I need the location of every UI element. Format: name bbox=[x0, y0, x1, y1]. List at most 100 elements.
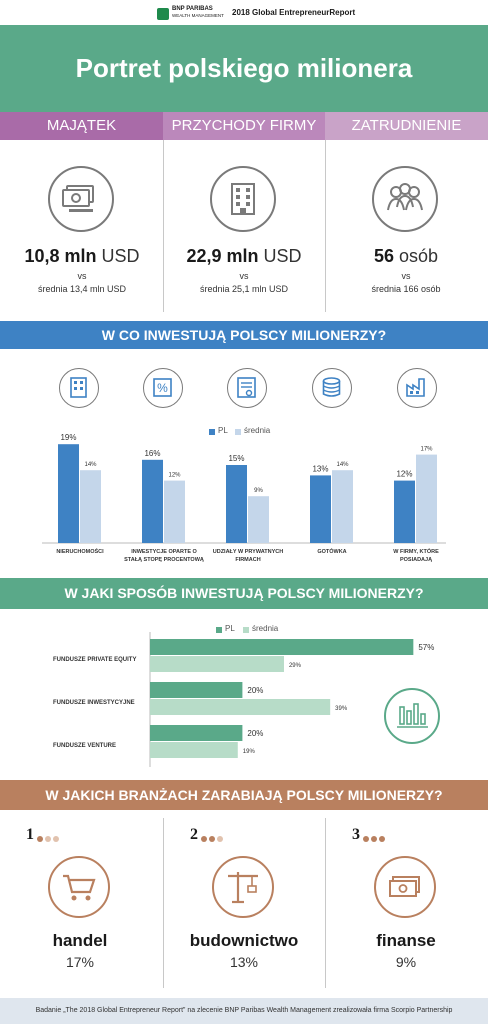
bar bbox=[80, 470, 101, 543]
investments-chart: 19% 14% NIERUCHOMOŚCI 16% 12% INWESTYCJE OPAR… bbox=[42, 433, 446, 563]
people-icon bbox=[372, 166, 438, 232]
avg-wealth: średnia 13,4 mln USD bbox=[37, 284, 127, 294]
rank-dot bbox=[217, 836, 223, 842]
legend-label-avg: średnia bbox=[252, 624, 279, 633]
data-label: 20% bbox=[247, 729, 263, 738]
category-label: FUNDUSZE VENTURE bbox=[53, 743, 116, 749]
bar bbox=[332, 470, 353, 543]
industries-heading: W JAKICH BRANŻACH ZARABIAJĄ POLSCY MILIO… bbox=[0, 780, 488, 810]
data-label: 20% bbox=[247, 686, 263, 695]
industry-name: finanse bbox=[376, 931, 436, 950]
svg-text:%: % bbox=[157, 381, 168, 395]
investments-heading: W CO INWESTUJĄ POLSCY MILIONERZY? bbox=[0, 321, 488, 349]
legend-label-pl: PL bbox=[225, 624, 235, 633]
stat-value-revenue: 22,9 mln USD bbox=[186, 246, 302, 266]
avg-revenue: średnia 25,1 mln USD bbox=[199, 284, 289, 294]
data-label: 12% bbox=[168, 473, 181, 479]
rank-dot bbox=[379, 836, 385, 842]
rank-dot bbox=[45, 836, 51, 842]
vs-label: vs bbox=[239, 271, 249, 281]
category-label: FUNDUSZE PRIVATE EQUITY bbox=[53, 657, 136, 663]
bar bbox=[164, 480, 185, 543]
report-title: 2018 Global EntrepreneurReport bbox=[232, 8, 356, 17]
legend-swatch-avg bbox=[235, 429, 241, 435]
data-label: 13% bbox=[312, 464, 328, 473]
data-label: 9% bbox=[254, 488, 263, 494]
stat-heading-employment: ZATRUDNIENIE bbox=[325, 112, 488, 140]
banknotes-icon bbox=[48, 166, 114, 232]
rank-dot bbox=[53, 836, 59, 842]
percent-icon: % bbox=[143, 368, 183, 408]
office-building-icon bbox=[210, 166, 276, 232]
coin-stack-icon bbox=[312, 368, 352, 408]
industry-percent: 13% bbox=[229, 954, 259, 970]
legend-label-avg: średnia bbox=[244, 426, 271, 435]
bar bbox=[310, 475, 331, 543]
data-label: 14% bbox=[336, 462, 349, 468]
vs-label: vs bbox=[77, 271, 87, 281]
data-label: 15% bbox=[228, 454, 244, 463]
avg-employment: średnia 166 osób bbox=[371, 284, 441, 294]
bar bbox=[150, 725, 243, 741]
legend-label-pl: PL bbox=[218, 426, 228, 435]
bar bbox=[394, 480, 415, 543]
legend-swatch-pl bbox=[209, 429, 215, 435]
vs-label: vs bbox=[401, 271, 411, 281]
rank-dot bbox=[201, 836, 207, 842]
stat-value-wealth: 10,8 mln USD bbox=[24, 246, 140, 266]
methods-chart: FUNDUSZE PRIVATE EQUITY 57% 29% FUNDUSZE IN… bbox=[53, 632, 434, 767]
category-label: POSIADAJĄ bbox=[400, 557, 432, 563]
category-label: FUNDUSZE INWESTYCYJNE bbox=[53, 700, 135, 706]
rank-dot bbox=[209, 836, 215, 842]
logo-name: BNP PARIBAS bbox=[172, 6, 213, 12]
industry-percent: 17% bbox=[65, 954, 95, 970]
stat-value-employment: 56 osób bbox=[373, 246, 439, 266]
building-icon bbox=[59, 368, 99, 408]
certificate-icon bbox=[227, 368, 267, 408]
bar bbox=[150, 656, 284, 672]
data-label: 57% bbox=[418, 643, 434, 652]
legend-swatch-pl bbox=[216, 627, 222, 633]
bnp-logo-icon bbox=[157, 8, 169, 20]
crane-icon bbox=[212, 856, 274, 918]
legend-swatch-avg bbox=[243, 627, 249, 633]
bar bbox=[58, 444, 79, 543]
money-icon bbox=[374, 856, 436, 918]
bar bbox=[142, 459, 163, 543]
rank-dot bbox=[371, 836, 377, 842]
bar bbox=[150, 639, 414, 655]
bar bbox=[150, 699, 331, 715]
data-label: 19% bbox=[60, 433, 76, 442]
bar bbox=[248, 496, 269, 543]
page-title: Portret polskiego milionera bbox=[75, 53, 413, 83]
rank-1: 1 bbox=[26, 826, 34, 843]
data-label: 12% bbox=[396, 470, 412, 479]
data-label: 29% bbox=[289, 663, 302, 669]
category-label: W FIRMY, KTÓRE bbox=[393, 547, 439, 555]
title-band: Portret polskiego milionera bbox=[0, 25, 488, 112]
rank-2: 2 bbox=[190, 826, 198, 843]
data-label: 39% bbox=[335, 706, 348, 712]
data-label: 14% bbox=[84, 462, 97, 468]
category-label: FIRMACH bbox=[235, 557, 260, 563]
category-label: NIERUCHOMOŚCI bbox=[56, 548, 104, 555]
footer-note: Badanie „The 2018 Global Entrepreneur Re… bbox=[0, 998, 488, 1024]
divider bbox=[325, 818, 326, 988]
category-label: GOTÓWKA bbox=[317, 547, 346, 555]
bar bbox=[226, 465, 247, 543]
bar-chart-icon bbox=[384, 688, 440, 744]
stat-heading-revenue: PRZYCHODY FIRMY bbox=[163, 112, 325, 140]
bar bbox=[150, 742, 238, 758]
industry-percent: 9% bbox=[395, 954, 417, 970]
data-label: 16% bbox=[144, 449, 160, 458]
category-label: STAŁĄ STOPĘ PROCENTOWĄ bbox=[124, 557, 204, 563]
methods-heading: W JAKI SPOSÓB INWESTUJĄ POLSCY MILIONERZ… bbox=[0, 578, 488, 609]
rank-dot bbox=[363, 836, 369, 842]
divider bbox=[163, 140, 164, 312]
data-label: 19% bbox=[243, 749, 256, 755]
category-label: INWESTYCJE OPARTE O bbox=[131, 549, 197, 555]
factory-icon bbox=[397, 368, 437, 408]
rank-dot bbox=[37, 836, 43, 842]
rank-3: 3 bbox=[352, 826, 360, 843]
bar bbox=[150, 682, 243, 698]
